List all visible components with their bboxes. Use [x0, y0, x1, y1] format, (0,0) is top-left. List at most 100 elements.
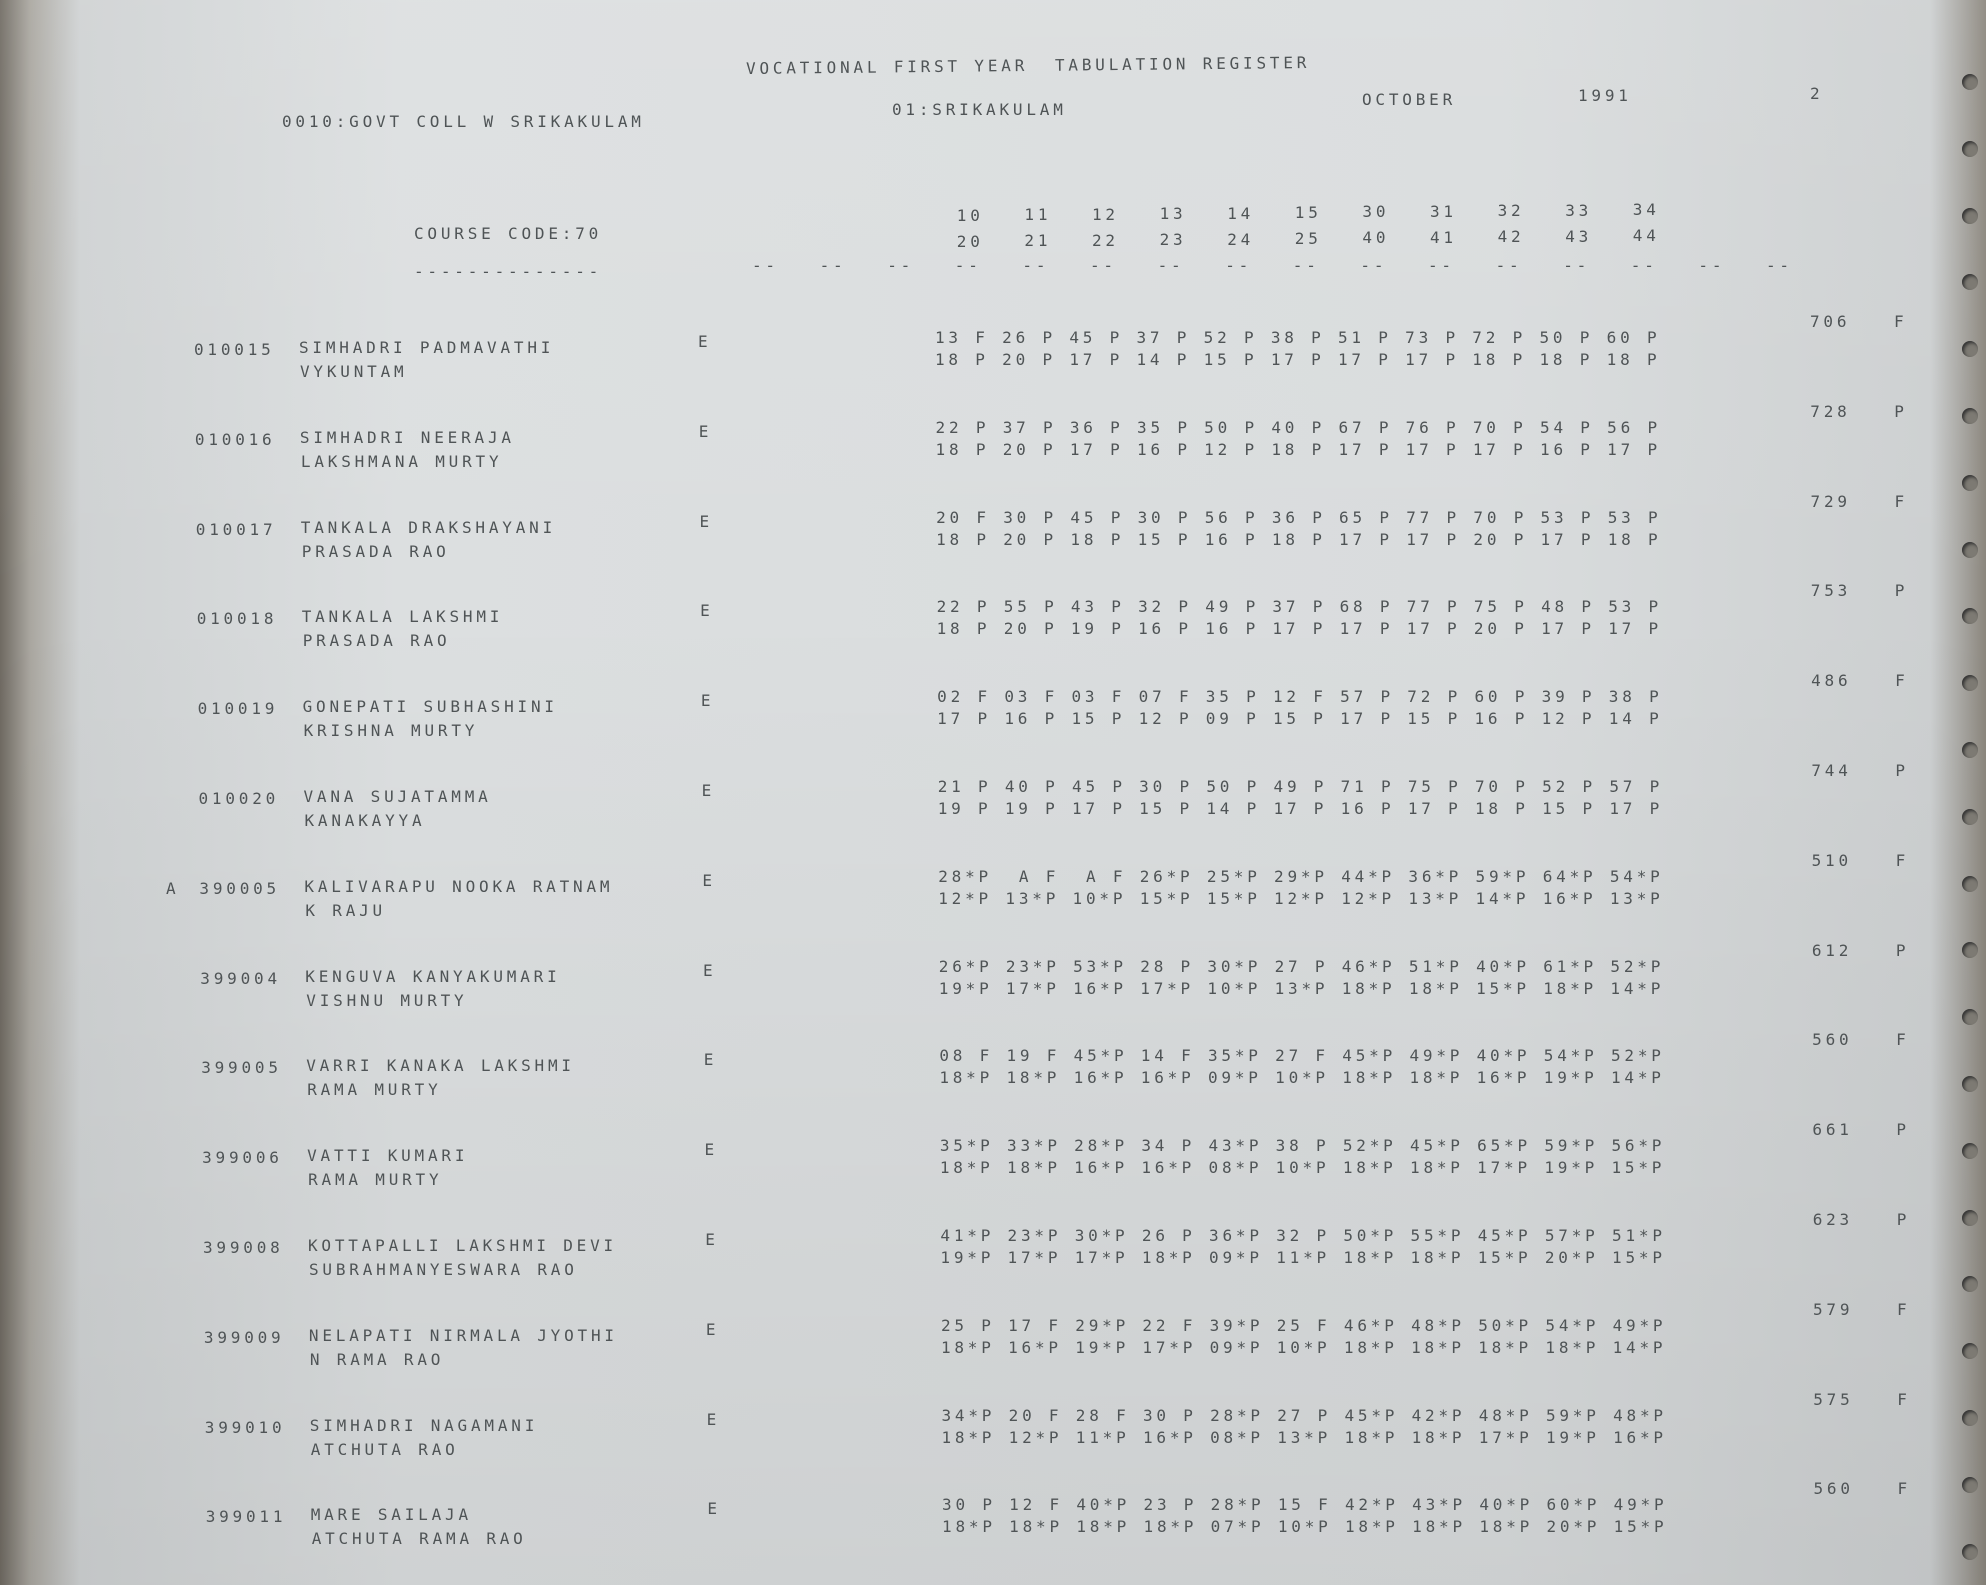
medium: E [703, 1050, 718, 1070]
marks-line-2: 12*P 13*P 10*P 15*P 15*P 12*P 12*P 13*P … [938, 888, 1664, 908]
student-id: 399004 [200, 968, 281, 988]
medium: E [705, 1230, 719, 1249]
marks-line-2: 18*P 18*P 16*P 16*P 09*P 10*P 18*P 18*P … [939, 1068, 1665, 1088]
binding-hole [1962, 1276, 1978, 1293]
student-name: SIMHADRI PADMAVATHI [299, 338, 555, 357]
total: 623 [1812, 1210, 1853, 1229]
result: F [1896, 1030, 1910, 1050]
marks-line-1: 13 F 26 P 45 P 37 P 52 P 38 P 51 P 73 P … [935, 328, 1661, 347]
column-code-top: 11 [1024, 205, 1052, 225]
result: F [1896, 1299, 1911, 1319]
medium: E [707, 1499, 721, 1519]
binding-hole [1962, 408, 1978, 424]
student-name: VANA SUJATAMMA [303, 787, 492, 806]
column-code-bottom: 25 [1294, 229, 1322, 248]
total: 753 [1810, 581, 1852, 601]
result: F [1894, 491, 1908, 511]
medium: E [700, 691, 715, 711]
guardian-name: PRASADA RAO [302, 631, 451, 651]
marks-line-1: 22 P 55 P 43 P 32 P 49 P 37 P 68 P 77 P … [936, 597, 1662, 617]
student-name: TANKALA DRAKSHAYANI [300, 517, 557, 537]
column-code-bottom: 41 [1430, 227, 1457, 247]
binding-hole [1962, 140, 1978, 157]
column-code-top: 14 [1227, 203, 1255, 223]
marks-line-2: 18*P 16*P 19*P 17*P 09*P 10*P 18*P 18*P … [940, 1337, 1667, 1357]
marks-line-1: 22 P 37 P 36 P 35 P 50 P 40 P 67 P 76 P … [935, 417, 1661, 437]
marks-line-1: 30 P 12 F 40*P 23 P 28*P 15 F 42*P 43*P … [942, 1495, 1668, 1515]
total: 579 [1812, 1299, 1854, 1319]
course-code: COURSE CODE:70 [414, 224, 603, 243]
result: F [1894, 312, 1908, 331]
marks-line-2: 18*P 12*P 11*P 16*P 08*P 13*P 18*P 18*P … [941, 1427, 1667, 1447]
total: 560 [1812, 1030, 1853, 1050]
binding-hole [1962, 875, 1978, 892]
student-id: 010019 [197, 699, 279, 719]
district: 01:SRIKAKULAM [892, 100, 1067, 119]
guardian-name: K RAJU [305, 900, 386, 920]
student-id: 010020 [198, 789, 280, 808]
marks-line-2: 18 P 20 P 18 P 15 P 16 P 18 P 17 P 17 P … [936, 529, 1662, 549]
marks-line-1: 41*P 23*P 30*P 26 P 36*P 32 P 50*P 55*P … [940, 1226, 1666, 1245]
column-code-bottom: 21 [1024, 231, 1052, 251]
marks-line-1: 28*P A F A F 26*P 25*P 29*P 44*P 36*P 59… [938, 866, 1664, 886]
guardian-name: N RAMA RAO [309, 1349, 445, 1369]
binding-hole [1962, 1209, 1978, 1226]
student-id: 010017 [195, 519, 277, 539]
guardian-name: LAKSHMANA MURTY [300, 451, 503, 471]
column-code-bottom: 43 [1565, 226, 1593, 246]
student-name: VATTI KUMARI [307, 1146, 469, 1166]
binding-hole [1962, 742, 1978, 758]
student-id: 010015 [194, 340, 275, 359]
student-name: SIMHADRI NEERAJA [299, 427, 515, 447]
guardian-name: ATCHUTA RAMA RAO [311, 1529, 527, 1549]
column-dash: -- [954, 256, 982, 275]
result: P [1896, 1120, 1910, 1140]
column-code-top: 34 [1632, 200, 1660, 219]
result: P [1896, 1210, 1911, 1229]
marks-line-2: 18*P 18*P 16*P 16*P 08*P 10*P 18*P 18*P … [939, 1158, 1666, 1178]
binding-hole [1962, 274, 1978, 291]
column-code-top: 32 [1497, 201, 1525, 221]
marks-line-1: 08 F 19 F 45*P 14 F 35*P 27 F 45*P 49*P … [939, 1046, 1665, 1066]
student-id: 010016 [194, 429, 276, 449]
column-code-top: 31 [1430, 201, 1457, 221]
marks-line-1: 21 P 40 P 45 P 30 P 50 P 49 P 71 P 75 P … [937, 777, 1664, 796]
column-code-bottom: 42 [1497, 227, 1525, 247]
column-code-bottom: 22 [1092, 230, 1119, 250]
binding-hole [1962, 1076, 1978, 1092]
student-name: TANKALA LAKSHMI [301, 607, 504, 627]
marks-line-2: 18*P 18*P 18*P 18*P 07*P 10*P 18*P 18*P … [942, 1517, 1668, 1537]
binding-hole [1962, 74, 1978, 90]
student-id: 399005 [201, 1058, 282, 1078]
result: P [1894, 401, 1908, 421]
guardian-name: VYKUNTAM [300, 362, 408, 381]
guardian-name: RAMA MURTY [308, 1170, 443, 1190]
student-id: 399006 [202, 1148, 283, 1168]
marks-line-1: 02 F 03 F 03 F 07 F 35 P 12 F 57 P 72 P … [937, 687, 1663, 707]
column-dash: -- [752, 256, 779, 275]
guardian-name: KANAKAYYA [304, 811, 426, 830]
student-id: 399010 [204, 1417, 286, 1437]
student-id: 399009 [203, 1327, 285, 1347]
column-code-bottom: 23 [1159, 230, 1187, 250]
binding-hole [1962, 341, 1978, 358]
student-name: KOTTAPALLI LAKSHMI DEVI [308, 1236, 617, 1255]
student-id: 399011 [205, 1507, 287, 1527]
marks-line-1: 20 F 30 P 45 P 30 P 56 P 36 P 65 P 77 P … [936, 507, 1662, 527]
total: 744 [1811, 761, 1852, 780]
binding-hole [1962, 541, 1978, 558]
binding-hole [1962, 1009, 1978, 1026]
guardian-name: RAMA MURTY [307, 1080, 442, 1100]
medium: E [699, 511, 713, 531]
medium: E [702, 870, 716, 890]
college: 0010:GOVT COLL W SRIKAKULAM [282, 112, 645, 131]
medium: E [703, 960, 717, 980]
binding-hole [1962, 474, 1978, 491]
result: F [1895, 671, 1909, 691]
total: 661 [1812, 1120, 1853, 1140]
student-name: KENGUVA KANYAKUMARI [305, 966, 561, 986]
total: 510 [1811, 850, 1852, 870]
total: 612 [1811, 940, 1853, 960]
